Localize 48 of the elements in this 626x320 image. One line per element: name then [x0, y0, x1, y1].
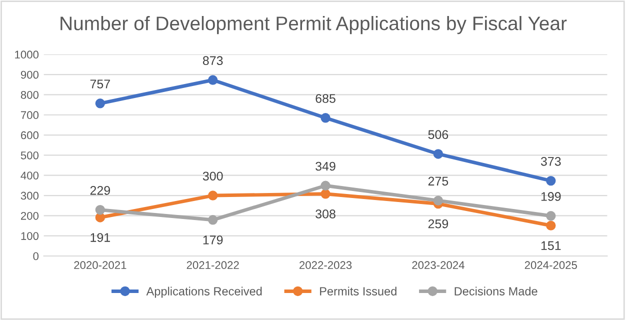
chart-title: Number of Development Permit Applications by Fiscal Year	[60, 16, 567, 34]
data-label: 300	[202, 172, 223, 181]
data-label: 757	[90, 80, 110, 88]
data-label: 259	[428, 219, 448, 228]
data-label: 191	[90, 233, 110, 242]
y-tick-label: 1000	[15, 50, 39, 59]
data-label: 349	[316, 162, 336, 171]
y-tick-label: 600	[20, 131, 39, 140]
point	[433, 196, 444, 206]
x-tick-label: 2021-2022	[186, 261, 239, 270]
y-tick-label: 200	[20, 212, 39, 220]
data-label: 873	[202, 56, 223, 66]
x-tick-label: 2023-2024	[412, 261, 464, 270]
point	[95, 98, 106, 108]
point	[320, 189, 330, 199]
point	[546, 176, 556, 186]
y-tick-label: 400	[20, 172, 39, 180]
point	[320, 113, 330, 123]
data-label: 373	[540, 156, 561, 166]
y-tick-label: 0	[33, 252, 39, 260]
data-label: 308	[316, 210, 336, 218]
point	[546, 220, 556, 230]
point	[433, 149, 444, 159]
y-tick-label: 500	[20, 151, 39, 160]
point	[95, 204, 106, 215]
legend-label: Permits Issued	[320, 286, 396, 296]
x-tick-label: 2022-2023	[300, 261, 352, 270]
y-tick-label: 100	[21, 232, 39, 240]
x-tick-label: 2024-2025	[524, 261, 577, 270]
data-label: 151	[541, 241, 561, 250]
y-tick-label: 900	[20, 70, 39, 79]
y-tick-label: 700	[20, 111, 39, 120]
data-label: 179	[203, 236, 223, 244]
point	[320, 180, 330, 191]
point	[208, 190, 218, 200]
y-tick-label: 800	[20, 90, 39, 99]
y-tick-label: 300	[20, 192, 39, 200]
data-label: 685	[316, 94, 336, 103]
x-tick-label: 2020-2021	[74, 261, 126, 270]
point	[208, 215, 218, 225]
point	[208, 75, 218, 85]
data-label: 275	[428, 176, 448, 186]
data-label: 229	[90, 186, 110, 195]
legend-label: Decisions Made	[454, 286, 538, 296]
data-label: 506	[428, 130, 448, 140]
point	[546, 211, 556, 221]
legend-label: Applications Received	[146, 286, 262, 298]
data-label: 199	[541, 192, 561, 201]
